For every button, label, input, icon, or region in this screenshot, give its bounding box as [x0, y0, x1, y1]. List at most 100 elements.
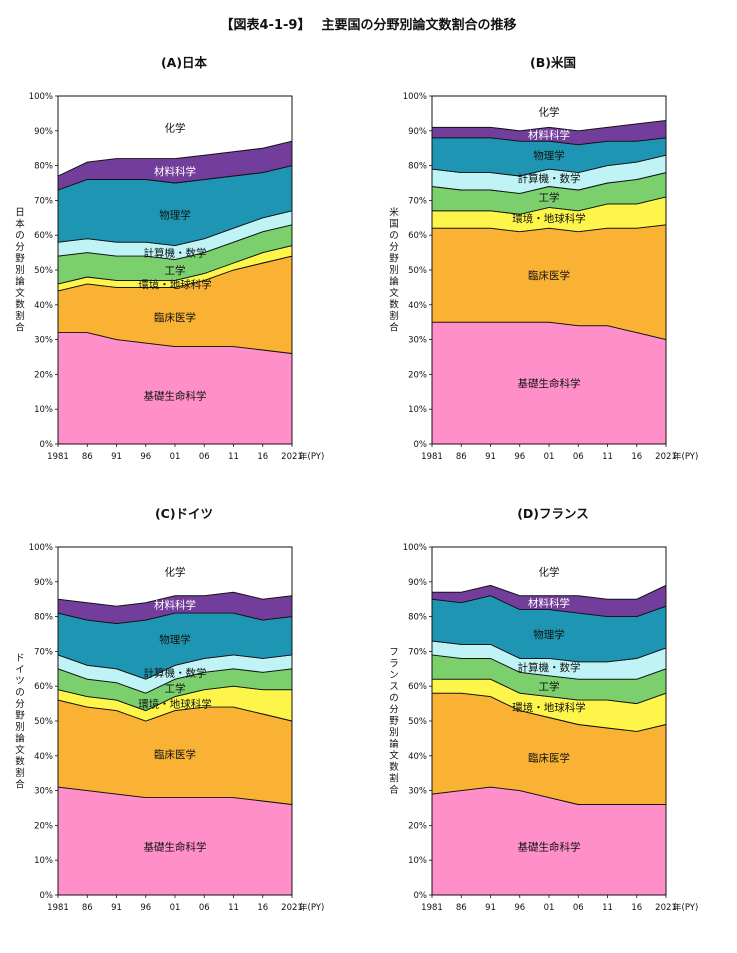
label-工学: 工学 [539, 191, 560, 204]
x-tick-label: 11 [602, 903, 613, 913]
y-axis-label: 日本の分野別論文数割合 [15, 208, 25, 334]
y-tick-label: 80% [34, 162, 53, 172]
y-tick-label: 0% [414, 440, 428, 450]
label-環境・地球科学: 環境・地球科学 [138, 698, 212, 711]
y-tick-label: 70% [408, 196, 427, 206]
chart-panel-france: (D)フランス 0% 10% 20% 30% 40% 50% 60% 70% 80% 90% 100… [369, 503, 737, 953]
y-tick-label: 10% [34, 405, 53, 415]
label-物理学: 物理学 [159, 633, 191, 646]
y-tick-label: 60% [408, 231, 427, 241]
y-tick-label: 0% [40, 891, 54, 901]
label-基礎生命科学: 基礎生命科学 [144, 389, 207, 402]
label-材料科学: 材料科学 [154, 165, 196, 178]
x-tick-label: 91 [485, 452, 496, 462]
label-臨床医学: 臨床医学 [154, 311, 196, 324]
y-tick-label: 10% [408, 405, 427, 415]
x-tick-label: 2021 [655, 452, 677, 462]
y-tick-label: 50% [34, 266, 53, 276]
label-計算機・数学: 計算機・数学 [144, 247, 207, 260]
x-tick-label: 11 [228, 903, 239, 913]
label-臨床医学: 臨床医学 [528, 269, 570, 282]
x-tick-label: 2021 [281, 903, 303, 913]
x-tick-label: 06 [573, 903, 584, 913]
y-tick-label: 40% [34, 752, 53, 762]
y-tick-label: 50% [408, 266, 427, 276]
label-化学: 化学 [539, 565, 560, 578]
y-tick-label: 40% [408, 301, 427, 311]
label-基礎生命科学: 基礎生命科学 [518, 377, 581, 390]
x-axis-unit: 年(PY) [673, 902, 698, 913]
x-tick-label: 06 [199, 452, 210, 462]
y-tick-label: 30% [34, 336, 53, 346]
x-tick-label: 2021 [281, 452, 303, 462]
y-tick-label: 10% [34, 856, 53, 866]
x-tick-label: 01 [544, 452, 555, 462]
y-tick-label: 90% [408, 578, 427, 588]
label-化学: 化学 [539, 106, 560, 119]
chart-panel-usa: (B)米国 0% 10% 20% 30% 40% 50% 60% 70% 80% 90% 100% 1… [369, 52, 737, 502]
label-化学: 化学 [165, 121, 186, 134]
x-tick-label: 91 [111, 452, 122, 462]
x-tick-label: 96 [140, 903, 151, 913]
chart-germany: 0% 10% 20% 30% 40% 50% 60% 70% 80% 90% 100% 1981 86 9… [15, 543, 324, 913]
x-axis-unit: 年(PY) [299, 451, 324, 462]
x-tick-label: 86 [82, 903, 93, 913]
y-tick-label: 90% [34, 127, 53, 137]
y-tick-label: 0% [40, 440, 54, 450]
label-工学: 工学 [165, 264, 186, 277]
label-環境・地球科学: 環境・地球科学 [512, 701, 586, 714]
x-tick-label: 11 [602, 452, 613, 462]
label-計算機・数学: 計算機・数学 [518, 172, 581, 185]
panel-title: (B)米国 [530, 55, 576, 70]
label-臨床医学: 臨床医学 [528, 752, 570, 765]
x-tick-label: 91 [111, 903, 122, 913]
y-tick-label: 20% [34, 821, 53, 831]
y-tick-label: 50% [408, 717, 427, 727]
x-tick-label: 1981 [421, 903, 443, 913]
figure-title: 【図表4-1-9】 主要国の分野別論文数割合の推移 [220, 18, 517, 33]
y-tick-label: 0% [414, 891, 428, 901]
y-axis-label: ドイツの分野別論文数割合 [15, 653, 25, 791]
x-tick-label: 16 [257, 452, 268, 462]
x-tick-label: 86 [82, 452, 93, 462]
y-tick-label: 40% [34, 301, 53, 311]
y-tick-label: 30% [34, 787, 53, 797]
x-tick-label: 86 [456, 903, 467, 913]
y-tick-label: 30% [408, 787, 427, 797]
x-tick-label: 11 [228, 452, 239, 462]
label-材料科学: 材料科学 [154, 598, 196, 611]
x-tick-label: 2021 [655, 903, 677, 913]
label-環境・地球科学: 環境・地球科学 [138, 278, 212, 291]
y-tick-label: 100% [403, 543, 427, 553]
label-環境・地球科学: 環境・地球科学 [512, 212, 586, 225]
chart-panel-japan: (A)日本 0% 10% 20% 30% 40% 50% 60% 70% 80% 90% 100% 1… [0, 52, 368, 502]
x-tick-label: 96 [140, 452, 151, 462]
x-tick-label: 01 [170, 452, 181, 462]
y-tick-label: 80% [408, 613, 427, 623]
y-tick-label: 60% [34, 682, 53, 692]
x-tick-label: 01 [170, 903, 181, 913]
label-物理学: 物理学 [533, 628, 565, 641]
label-材料科学: 材料科学 [528, 597, 570, 610]
chart-france: 0% 10% 20% 30% 40% 50% 60% 70% 80% 90% 100% 1981 86 9… [389, 543, 698, 913]
y-tick-label: 90% [408, 127, 427, 137]
label-工学: 工学 [539, 680, 560, 693]
label-基礎生命科学: 基礎生命科学 [144, 840, 207, 853]
y-tick-label: 100% [29, 543, 53, 553]
x-tick-label: 16 [257, 903, 268, 913]
y-axis-label: 米国の分野別論文数割合 [389, 207, 399, 334]
label-計算機・数学: 計算機・数学 [518, 661, 581, 674]
x-tick-label: 06 [199, 903, 210, 913]
label-臨床医学: 臨床医学 [154, 748, 196, 761]
x-tick-label: 86 [456, 452, 467, 462]
y-tick-label: 100% [29, 92, 53, 102]
x-tick-label: 01 [544, 903, 555, 913]
x-tick-label: 91 [485, 903, 496, 913]
y-tick-label: 20% [408, 821, 427, 831]
y-tick-label: 20% [34, 370, 53, 380]
panel-title: (A)日本 [160, 55, 208, 70]
chart-panel-germany: (C)ドイツ 0% 10% 20% 30% 40% 50% 60% 70% 80% 90% 100%… [0, 503, 368, 953]
x-tick-label: 96 [514, 903, 525, 913]
y-tick-label: 40% [408, 752, 427, 762]
y-tick-label: 50% [34, 717, 53, 727]
